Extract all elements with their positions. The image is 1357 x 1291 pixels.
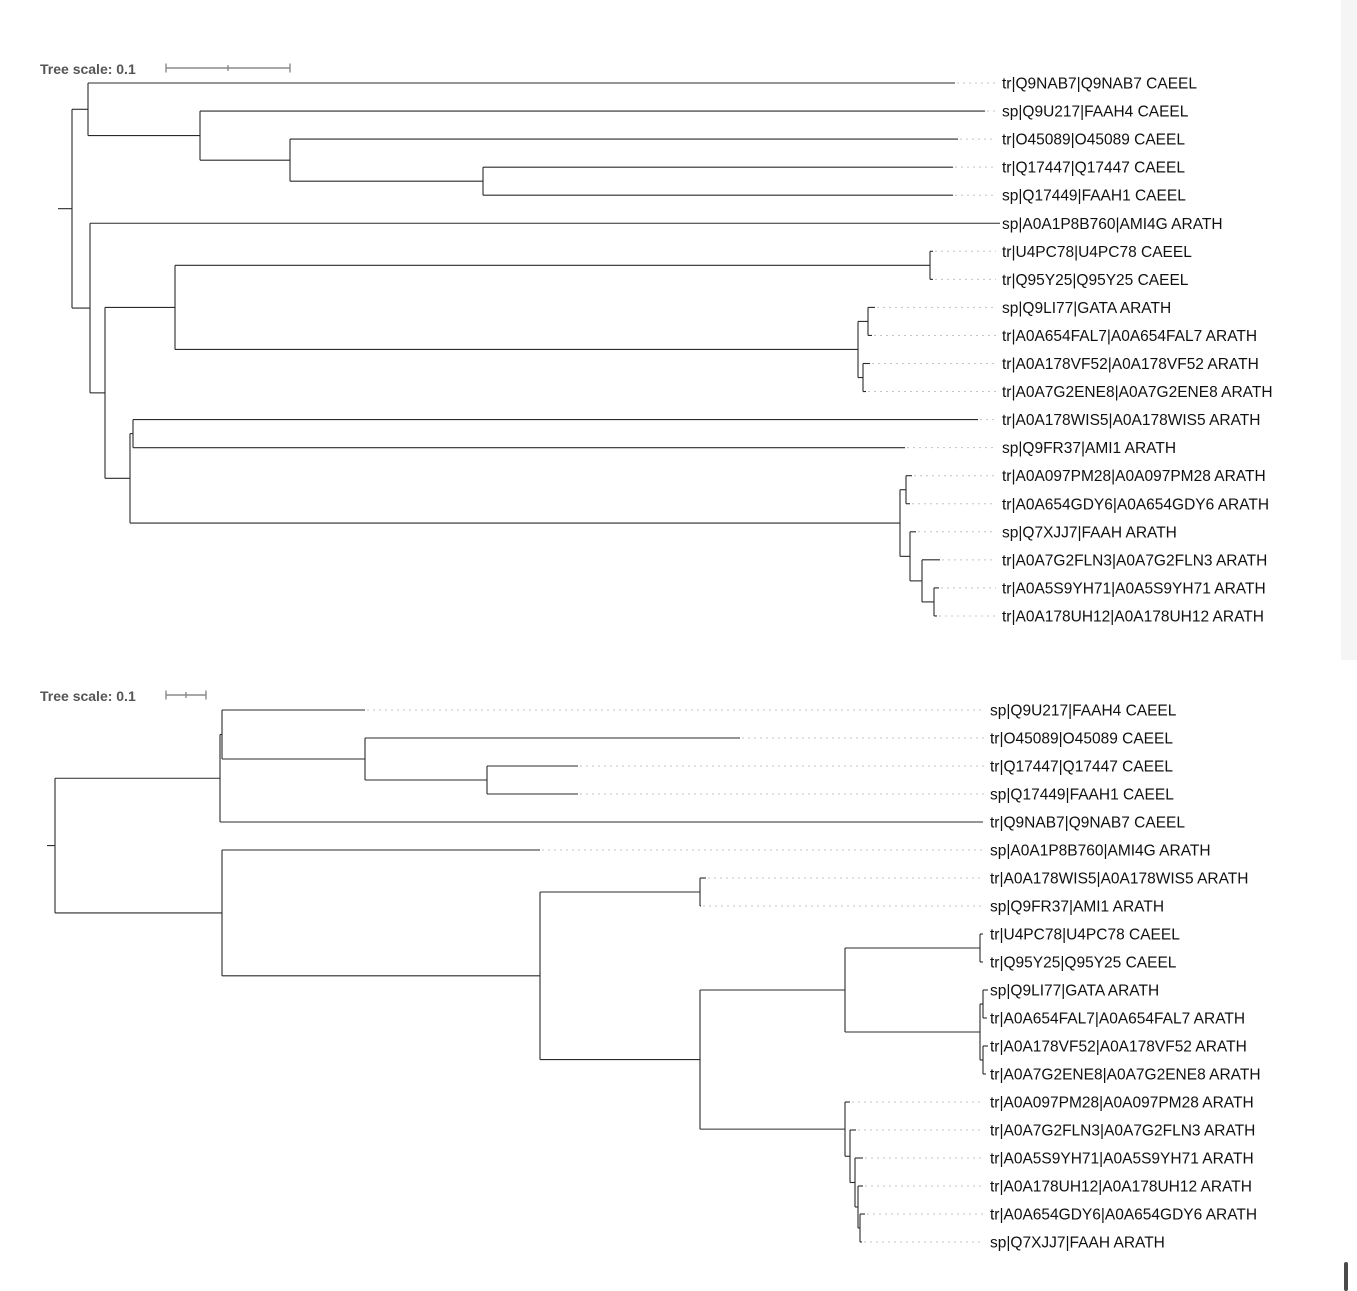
scrollbar-thumb[interactable] <box>1344 1262 1348 1291</box>
leaf-label[interactable]: tr|A0A5S9YH71|A0A5S9YH71 ARATH <box>1002 580 1266 597</box>
leaf-label[interactable]: sp|Q7XJJ7|FAAH ARATH <box>1002 524 1177 541</box>
leaf-label[interactable]: tr|A0A654GDY6|A0A654GDY6 ARATH <box>1002 496 1269 513</box>
leaf-label[interactable]: tr|O45089|O45089 CAEEL <box>990 731 1173 748</box>
leaf-label[interactable]: sp|Q9U217|FAAH4 CAEEL <box>990 703 1177 720</box>
leaf-label[interactable]: tr|Q9NAB7|Q9NAB7 CAEEL <box>1002 76 1197 93</box>
leaf-label[interactable]: sp|A0A1P8B760|AMI4G ARATH <box>990 843 1211 860</box>
leaf-label[interactable]: sp|A0A1P8B760|AMI4G ARATH <box>1002 216 1223 233</box>
leaf-label[interactable]: sp|Q9LI77|GATA ARATH <box>1002 300 1171 317</box>
leaf-label[interactable]: sp|Q17449|FAAH1 CAEEL <box>1002 188 1186 205</box>
leaf-label[interactable]: tr|A0A178VF52|A0A178VF52 ARATH <box>990 1039 1247 1056</box>
leaf-label[interactable]: tr|A0A7G2FLN3|A0A7G2FLN3 ARATH <box>990 1123 1255 1140</box>
leaf-label[interactable]: sp|Q9U217|FAAH4 CAEEL <box>1002 104 1189 121</box>
leaf-label[interactable]: sp|Q17449|FAAH1 CAEEL <box>990 787 1174 804</box>
leaf-label[interactable]: tr|U4PC78|U4PC78 CAEEL <box>1002 244 1192 261</box>
leaf-label[interactable]: tr|U4PC78|U4PC78 CAEEL <box>990 927 1180 944</box>
leaf-label[interactable]: sp|Q9FR37|AMI1 ARATH <box>1002 440 1176 457</box>
leaf-label[interactable]: tr|Q95Y25|Q95Y25 CAEEL <box>1002 272 1189 289</box>
leaf-label[interactable]: tr|A0A178VF52|A0A178VF52 ARATH <box>1002 356 1259 373</box>
leaf-label[interactable]: tr|Q17447|Q17447 CAEEL <box>990 759 1173 776</box>
leaf-label[interactable]: tr|O45089|O45089 CAEEL <box>1002 132 1185 149</box>
leaf-label[interactable]: tr|A0A7G2ENE8|A0A7G2ENE8 ARATH <box>1002 384 1273 401</box>
leaf-label[interactable]: tr|Q95Y25|Q95Y25 CAEEL <box>990 955 1177 972</box>
leaf-label[interactable]: tr|A0A097PM28|A0A097PM28 ARATH <box>1002 468 1266 485</box>
leaf-label[interactable]: tr|A0A654FAL7|A0A654FAL7 ARATH <box>990 1011 1245 1028</box>
leaf-label[interactable]: tr|A0A5S9YH71|A0A5S9YH71 ARATH <box>990 1151 1254 1168</box>
leaf-label[interactable]: tr|A0A654FAL7|A0A654FAL7 ARATH <box>1002 328 1257 345</box>
leaf-label[interactable]: tr|A0A7G2ENE8|A0A7G2ENE8 ARATH <box>990 1067 1261 1084</box>
leaf-label[interactable]: tr|A0A178WIS5|A0A178WIS5 ARATH <box>990 871 1248 888</box>
leaf-label[interactable]: tr|A0A178WIS5|A0A178WIS5 ARATH <box>1002 412 1260 429</box>
leaf-label[interactable]: tr|A0A178UH12|A0A178UH12 ARATH <box>990 1179 1252 1196</box>
leaf-label[interactable]: tr|A0A7G2FLN3|A0A7G2FLN3 ARATH <box>1002 552 1267 569</box>
leaf-label[interactable]: sp|Q9LI77|GATA ARATH <box>990 983 1159 1000</box>
leaf-label[interactable]: tr|Q17447|Q17447 CAEEL <box>1002 160 1185 177</box>
leaf-label[interactable]: tr|A0A178UH12|A0A178UH12 ARATH <box>1002 608 1264 625</box>
leaf-label[interactable]: tr|A0A097PM28|A0A097PM28 ARATH <box>990 1095 1254 1112</box>
leaf-label[interactable]: tr|A0A654GDY6|A0A654GDY6 ARATH <box>990 1207 1257 1224</box>
leaf-label[interactable]: sp|Q9FR37|AMI1 ARATH <box>990 899 1164 916</box>
scrollbar-gutter <box>1341 0 1357 660</box>
leaf-label[interactable]: tr|Q9NAB7|Q9NAB7 CAEEL <box>990 815 1185 832</box>
tree2-scale-label: Tree scale: 0.1 <box>40 688 136 704</box>
tree1-scale-label: Tree scale: 0.1 <box>40 61 136 77</box>
leaf-label[interactable]: sp|Q7XJJ7|FAAH ARATH <box>990 1235 1165 1252</box>
